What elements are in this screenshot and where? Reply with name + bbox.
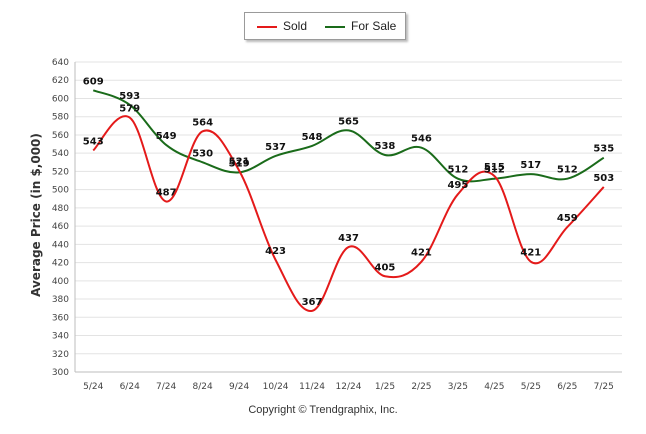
x-tick-label: 7/25 [594, 382, 614, 392]
x-tick-label: 6/25 [557, 382, 577, 392]
legend: Sold For Sale [244, 12, 406, 40]
y-tick-label: 460 [52, 222, 69, 232]
data-label-for-sale: 593 [119, 91, 140, 102]
data-label-for-sale: 548 [302, 132, 323, 143]
data-label-for-sale: 609 [83, 76, 104, 87]
data-label-for-sale: 512 [557, 165, 578, 176]
x-tick-label: 7/24 [156, 382, 176, 392]
y-tick-label: 420 [52, 259, 69, 269]
x-tick-label: 5/24 [83, 382, 103, 392]
y-tick-label: 620 [52, 76, 69, 86]
y-tick-label: 500 [52, 186, 69, 196]
data-label-sold: 459 [557, 213, 578, 224]
data-label-sold: 503 [593, 173, 614, 184]
data-label-for-sale: 549 [156, 131, 177, 142]
x-tick-label: 4/25 [484, 382, 504, 392]
data-label-sold: 437 [338, 233, 359, 244]
y-tick-label: 360 [52, 313, 69, 323]
legend-label-sold: Sold [283, 19, 308, 33]
data-label-sold: 495 [447, 180, 468, 191]
x-tick-label: 12/24 [336, 382, 362, 392]
data-label-for-sale: 546 [411, 134, 432, 145]
y-tick-label: 560 [52, 131, 69, 141]
y-tick-label: 480 [52, 204, 69, 214]
legend-swatch-forsale [325, 26, 345, 28]
x-tick-label: 10/24 [263, 382, 289, 392]
y-tick-label: 440 [52, 240, 69, 250]
x-tick-label: 3/25 [448, 382, 468, 392]
x-tick-label: 6/24 [120, 382, 140, 392]
series-line-for-sale [92, 89, 605, 183]
chart-grid [74, 61, 622, 373]
y-tick-label: 580 [52, 113, 69, 123]
data-label-for-sale: 537 [265, 142, 286, 153]
x-tick-label: 8/24 [193, 382, 213, 392]
data-label-sold: 564 [192, 117, 213, 128]
data-label-sold: 421 [411, 248, 432, 259]
data-label-for-sale: 517 [520, 160, 541, 171]
y-tick-label: 600 [52, 94, 69, 104]
y-axis-label: Average Price (in $,000) [29, 133, 43, 297]
data-label-for-sale: 538 [375, 141, 396, 152]
data-label-for-sale: 519 [229, 158, 250, 169]
series-lines [92, 89, 605, 312]
y-tick-label: 300 [52, 368, 69, 378]
legend-swatch-sold [257, 26, 277, 28]
data-label-sold: 521 [229, 157, 250, 168]
data-label-sold: 423 [265, 246, 286, 257]
x-tick-label: 11/24 [299, 382, 325, 392]
x-tick-label: 9/24 [229, 382, 249, 392]
y-tick-label: 640 [52, 58, 69, 68]
data-label-for-sale: 512 [447, 165, 468, 176]
x-tick-label: 1/25 [375, 382, 395, 392]
data-label-for-sale: 535 [593, 144, 614, 155]
copyright-text: Copyright © Trendgraphix, Inc. [248, 404, 398, 416]
data-label-sold: 515 [484, 162, 505, 173]
data-label-for-sale: 530 [192, 148, 213, 159]
x-tick-label: 2/25 [411, 382, 431, 392]
y-tick-label: 340 [52, 332, 69, 342]
data-label-sold: 367 [302, 297, 323, 308]
data-label-for-sale: 512 [484, 165, 505, 176]
data-label-for-sale: 565 [338, 116, 359, 127]
data-label-sold: 405 [375, 262, 396, 273]
y-tick-label: 320 [52, 350, 69, 360]
x-axis-ticks: 5/24 6/24 7/24 8/24 9/24 10/24 11/24 12/24 1/25 2… [83, 382, 614, 392]
series-line-sold [92, 115, 605, 312]
y-tick-label: 540 [52, 149, 69, 159]
data-labels: 543 579 487 564 521 423 367 437 405 421 495 515 421 4… [83, 76, 614, 308]
x-tick-label: 5/25 [521, 382, 541, 392]
legend-label-forsale: For Sale [351, 19, 397, 33]
data-label-sold: 421 [520, 248, 541, 259]
y-axis-ticks: 300 320 340 360 380 400 420 440 460 480 500 520 540 5… [52, 58, 69, 378]
data-label-sold: 487 [156, 188, 177, 199]
data-label-sold: 579 [119, 104, 140, 115]
data-label-sold: 543 [83, 136, 104, 147]
y-tick-label: 400 [52, 277, 69, 287]
y-tick-label: 520 [52, 167, 69, 177]
y-tick-label: 380 [52, 295, 69, 305]
